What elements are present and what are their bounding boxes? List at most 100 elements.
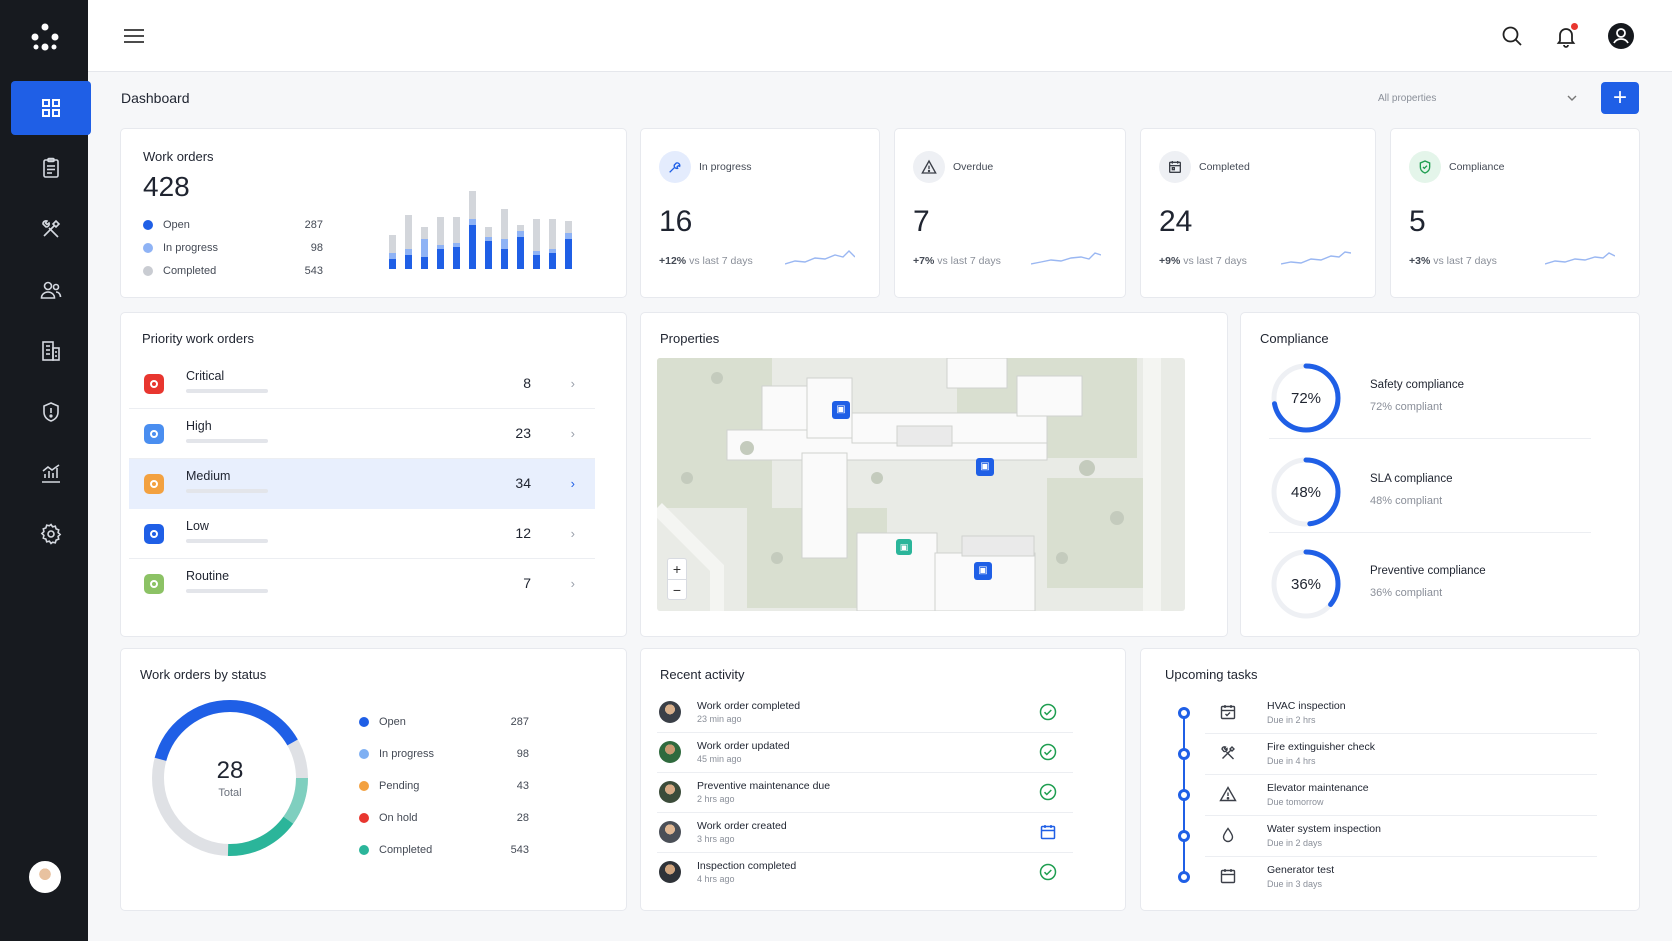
zoom-out-button[interactable]: − <box>672 582 682 598</box>
priority-bar <box>186 389 268 393</box>
chevron-right-icon: › <box>570 376 575 391</box>
legend-value: 43 <box>516 780 529 792</box>
status-legend-item: Completed 543 <box>359 834 529 866</box>
kpi-in-progress[interactable]: In progress 16 +12% vs last 7 days <box>640 128 880 298</box>
nav-properties[interactable] <box>11 324 91 378</box>
priority-count: 7 <box>523 575 531 591</box>
properties-map[interactable]: ▣ ▣ ▣ ▣ + − <box>657 358 1185 611</box>
nav-work-orders[interactable] <box>11 141 91 195</box>
activity-card: Recent activity Work order completed 23 … <box>640 648 1126 911</box>
legend-completed: Completed 543 <box>143 259 323 282</box>
kpi-delta-text: vs last 7 days <box>937 255 1001 267</box>
status-legend-item: On hold 28 <box>359 802 529 834</box>
task-title: Fire extinguisher check <box>1267 741 1375 753</box>
task-item[interactable]: Generator test Due in 3 days <box>1178 857 1597 898</box>
task-item[interactable]: Water system inspection Due in 2 days <box>1178 816 1597 857</box>
priority-label: Medium <box>186 469 231 483</box>
activity-list: Work order completed 23 min ago Work ord… <box>657 693 1073 893</box>
nav-compliance[interactable] <box>11 385 91 439</box>
compliance-row[interactable]: 48% SLA compliance 48% compliant <box>1269 447 1591 533</box>
building-icon <box>42 341 60 361</box>
compliance-sub: 72% compliant <box>1370 401 1443 413</box>
avatar <box>659 821 681 843</box>
legend-dot <box>359 717 369 727</box>
check-circle-icon <box>1039 703 1057 721</box>
map-marker-icon[interactable]: ▣ <box>976 458 994 476</box>
activity-time: 45 min ago <box>697 754 742 764</box>
legend-value: 543 <box>304 264 323 277</box>
nav-people[interactable] <box>11 263 91 317</box>
kpi-delta-value: +3% <box>1409 255 1431 267</box>
legend-open: Open 287 <box>143 213 323 236</box>
search-button[interactable] <box>1496 20 1528 52</box>
kpi-label: Compliance <box>1449 161 1505 173</box>
donut-total: 28 <box>216 757 244 784</box>
legend-label: In progress <box>163 241 219 254</box>
menu-icon[interactable] <box>123 26 145 46</box>
activity-item[interactable]: Work order created 3 hrs ago <box>657 813 1073 853</box>
nav-maintenance[interactable] <box>11 202 91 256</box>
notifications-button[interactable] <box>1550 20 1582 52</box>
priority-row-high[interactable]: High 23 › <box>129 409 595 459</box>
compliance-percent: 72% <box>1290 389 1322 407</box>
legend-value: 543 <box>510 844 529 856</box>
priority-card: Priority work orders Critical 8 › High 2… <box>120 312 627 637</box>
avatar <box>659 781 681 803</box>
priority-row-low[interactable]: Low 12 › <box>129 509 595 559</box>
task-due: Due in 4 hrs <box>1267 756 1316 766</box>
add-button[interactable]: + <box>1601 82 1639 114</box>
activity-item[interactable]: Preventive maintenance due 2 hrs ago <box>657 773 1073 813</box>
priority-row-routine[interactable]: Routine 7 › <box>129 559 595 609</box>
zoom-in-button[interactable]: + <box>668 559 686 580</box>
kpi-compliance[interactable]: Compliance 5 +3% vs last 7 days <box>1390 128 1640 298</box>
kpi-completed[interactable]: Completed 24 +9% vs last 7 days <box>1140 128 1376 298</box>
priority-row-medium[interactable]: Medium 34 › <box>129 459 595 509</box>
task-item[interactable]: Elevator maintenance Due tomorrow <box>1178 775 1597 816</box>
priority-title: Priority work orders <box>142 331 254 346</box>
nav-reports[interactable] <box>11 446 91 500</box>
activity-item[interactable]: Work order updated 45 min ago <box>657 733 1073 773</box>
sparkline <box>1031 252 1101 265</box>
property-select[interactable]: All properties <box>1378 86 1578 110</box>
map-marker-icon[interactable]: ▣ <box>974 562 992 580</box>
kpi-overdue[interactable]: Overdue 7 +7% vs last 7 days <box>894 128 1126 298</box>
task-title: Water system inspection <box>1267 823 1381 835</box>
kpi-delta: +12% vs last 7 days <box>659 255 753 267</box>
legend-label: Pending <box>379 780 420 792</box>
status-legend-item: In progress 98 <box>359 738 529 770</box>
priority-high-icon <box>144 424 164 444</box>
user-avatar[interactable] <box>29 861 61 893</box>
work-orders-total: 428 <box>143 171 190 202</box>
sidebar <box>0 0 91 941</box>
activity-item[interactable]: Inspection completed 4 hrs ago <box>657 853 1073 893</box>
tasks-card: Upcoming tasks HVAC inspection Due in 2 … <box>1140 648 1640 911</box>
task-item[interactable]: Fire extinguisher check Due in 4 hrs <box>1178 734 1597 775</box>
activity-item[interactable]: Work order completed 23 min ago <box>657 693 1073 733</box>
donut-center: 28 Total <box>149 697 311 859</box>
kpi-label: In progress <box>699 161 752 173</box>
map-marker-icon[interactable]: ▣ <box>832 401 850 419</box>
priority-bar <box>186 539 268 543</box>
compliance-ring-arc <box>1271 363 1341 433</box>
page-title: Dashboard <box>121 90 190 106</box>
task-item[interactable]: HVAC inspection Due in 2 hrs <box>1178 693 1597 734</box>
legend-label: Completed <box>379 844 433 856</box>
account-button[interactable] <box>1605 20 1637 52</box>
activity-title-text: Inspection completed <box>697 860 797 872</box>
priority-row-critical[interactable]: Critical 8 › <box>129 359 595 409</box>
legend-dot <box>143 265 153 276</box>
legend-dot <box>143 242 153 253</box>
compliance-row[interactable]: 36% Preventive compliance 36% compliant <box>1269 539 1591 625</box>
grid-icon <box>42 99 60 117</box>
nav-dashboard[interactable] <box>11 81 91 135</box>
legend-value: 98 <box>310 241 323 254</box>
activity-time: 4 hrs ago <box>697 874 735 884</box>
legend-value: 287 <box>304 218 323 231</box>
map-marker-green-icon[interactable]: ▣ <box>896 539 912 555</box>
nav-settings[interactable] <box>11 507 91 561</box>
status-legend-item: Open 287 <box>359 706 529 738</box>
calendar-icon <box>1220 705 1236 720</box>
kpi-delta-value: +12% <box>659 255 687 267</box>
legend-label: In progress <box>379 748 435 760</box>
compliance-row[interactable]: 72% Safety compliance 72% compliant <box>1269 353 1591 439</box>
